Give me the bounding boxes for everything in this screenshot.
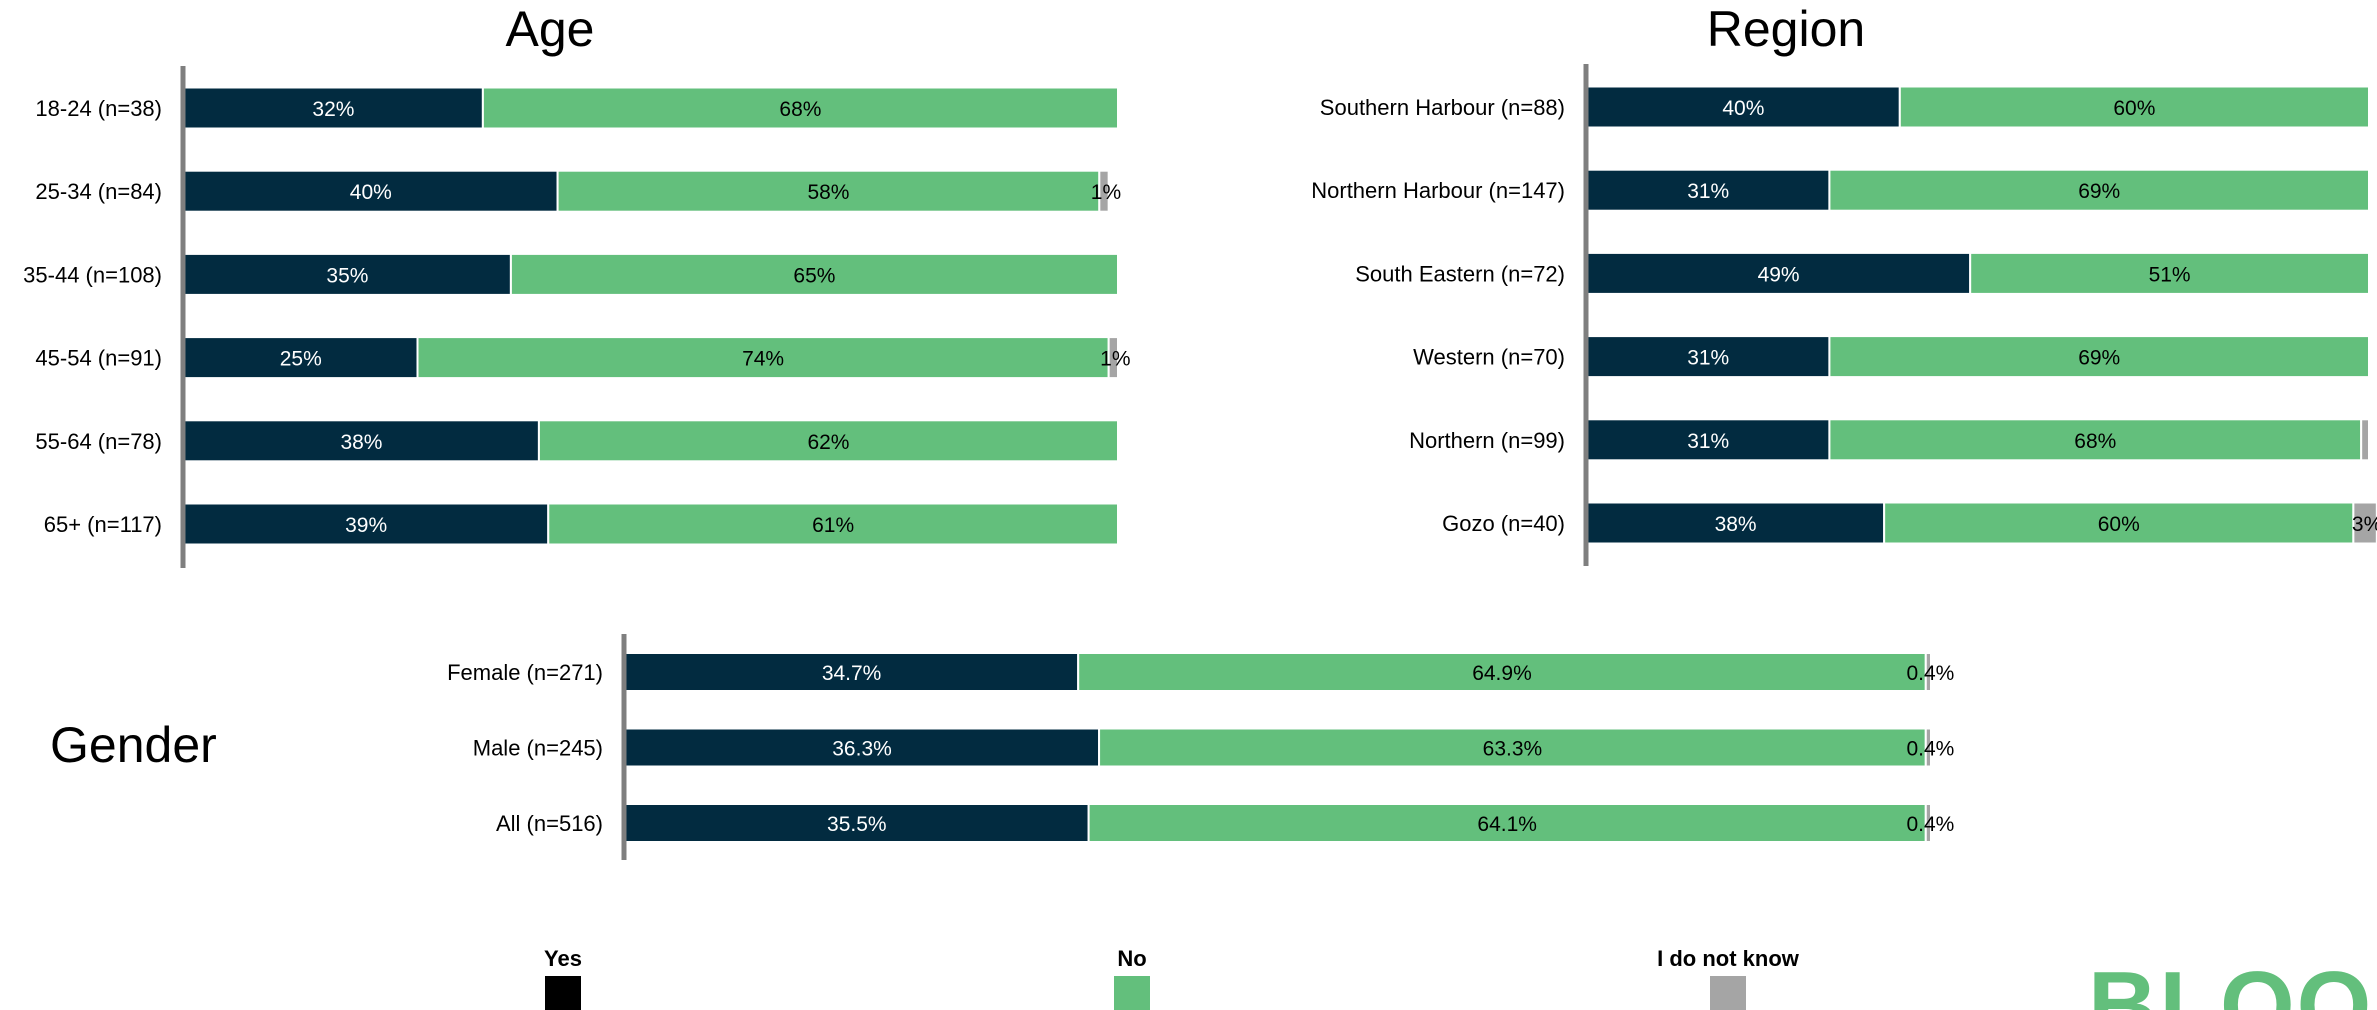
category-label: 25-34 (n=84) (35, 179, 162, 204)
age-chart-title: Age (506, 1, 595, 57)
bar-no-northern-harbour (1828, 168, 2371, 212)
data-label-no: 60% (2098, 513, 2140, 536)
data-label-yes: 34.7% (822, 662, 882, 685)
data-label-yes: 39% (345, 514, 387, 537)
category-label: Female (n=271) (447, 660, 603, 685)
bar-no-65 (547, 502, 1119, 546)
category-label: Male (n=245) (473, 736, 603, 761)
data-label-dont-know: 0.4% (1906, 662, 1954, 685)
data-label-yes: 38% (1715, 513, 1757, 536)
data-label-dont-know: 0.4% (1906, 738, 1954, 761)
data-label-no: 60% (2113, 97, 2155, 120)
bar-yes-southern-harbour (1586, 85, 1901, 129)
bar-no-gozo (1883, 501, 2355, 545)
bar-no-female (1077, 652, 1927, 692)
category-label: 18-24 (n=38) (35, 96, 162, 121)
data-label-yes: 40% (350, 181, 392, 204)
bar-yes-all (624, 803, 1090, 843)
legend-label-no: No (1117, 946, 1146, 971)
data-label-no: 64.1% (1477, 813, 1537, 836)
legend-swatch-yes (545, 976, 581, 1010)
bar-dont-know-female (1924, 652, 1933, 692)
bar-no-south-eastern (1969, 251, 2371, 295)
legend: Yes No I do not know (544, 946, 1800, 1010)
data-label-no: 68% (2074, 430, 2116, 453)
age-chart: Age 18-24 (n=38) 32% 68% 25-34 (n=84) 40% 58% 1… (23, 1, 1131, 568)
gender-chart: Gender Female (n=271) 34.7% 64.9% 0.4% Male (… (50, 634, 1954, 860)
bar-no-northern (1828, 418, 2363, 462)
category-label: 35-44 (n=108) (23, 262, 162, 287)
bar-yes-western (1586, 335, 1831, 379)
data-label-no: 51% (2149, 263, 2191, 286)
bar-dont-know-45-54 (1107, 336, 1120, 380)
bar-dont-know-25-34 (1098, 169, 1110, 213)
category-label: South Eastern (n=72) (1355, 261, 1565, 286)
legend-label-yes: Yes (544, 946, 582, 971)
bar-dont-know-northern (2360, 418, 2370, 462)
data-label-no: 62% (807, 431, 849, 454)
bar-yes-female (624, 652, 1080, 692)
legend-label-dont-know: I do not know (1657, 946, 1800, 971)
category-label: Gozo (n=40) (1442, 511, 1565, 536)
bar-yes-65 (183, 502, 550, 546)
data-label-dont-know: 1% (1091, 181, 1121, 204)
data-label-yes: 31% (1687, 180, 1729, 203)
bar-no-45-54 (416, 336, 1110, 380)
data-label-yes: 31% (1687, 430, 1729, 453)
bar-no-southern-harbour (1898, 85, 2371, 129)
data-label-no: 65% (793, 264, 835, 287)
bar-no-35-44 (509, 252, 1119, 296)
data-label-yes: 35.5% (827, 813, 887, 836)
data-label-no: 63.3% (1483, 738, 1543, 761)
category-label: Western (n=70) (1413, 345, 1565, 370)
bar-yes-45-54 (183, 336, 419, 380)
bar-dont-know-all (1924, 803, 1933, 843)
region-chart-title: Region (1707, 1, 1865, 57)
bloom-logo-text: BLOOM (2088, 952, 2377, 1010)
bar-no-male (1098, 727, 1927, 768)
category-label: All (n=516) (496, 811, 603, 836)
data-label-dont-know: 1% (1100, 348, 1130, 371)
category-label: 45-54 (n=91) (35, 346, 162, 371)
bar-yes-northern (1586, 418, 1831, 462)
bar-yes-male (624, 727, 1101, 768)
category-label: 55-64 (n=78) (35, 429, 162, 454)
data-label-yes: 25% (280, 348, 322, 371)
bar-yes-35-44 (183, 252, 512, 296)
category-label: Northern Harbour (n=147) (1311, 178, 1565, 203)
data-label-no: 61% (812, 514, 854, 537)
data-label-yes: 31% (1687, 347, 1729, 370)
bar-yes-25-34 (183, 169, 559, 213)
data-label-no: 74% (742, 348, 784, 371)
gender-chart-title: Gender (50, 717, 217, 773)
category-label: 65+ (n=117) (44, 512, 162, 537)
bar-no-western (1828, 335, 2371, 379)
data-label-yes: 40% (1722, 97, 1764, 120)
data-label-no: 68% (779, 98, 821, 121)
data-label-yes: 49% (1758, 263, 1800, 286)
bar-dont-know-male (1924, 727, 1933, 768)
data-label-dont-know: 3% (2352, 513, 2377, 536)
category-label: Southern Harbour (n=88) (1320, 95, 1565, 120)
data-label-yes: 36.3% (832, 738, 892, 761)
legend-swatch-dont-know (1710, 976, 1746, 1010)
data-label-no: 69% (2078, 180, 2120, 203)
data-label-no: 64.9% (1472, 662, 1532, 685)
data-label-yes: 35% (326, 264, 368, 287)
region-chart: Region Southern Harbour (n=88) 40% 60% North… (1311, 1, 2377, 566)
bar-no-55-64 (537, 419, 1119, 463)
category-label: Northern (n=99) (1409, 428, 1565, 453)
bar-no-18-24 (481, 86, 1119, 130)
data-label-yes: 38% (340, 431, 382, 454)
bloom-logo: BLOOM (2088, 952, 2377, 1010)
data-label-dont-know: 0.4% (1906, 813, 1954, 836)
legend-swatch-no (1114, 976, 1150, 1010)
data-label-no: 69% (2078, 347, 2120, 370)
data-label-yes: 32% (312, 98, 354, 121)
data-label-no: 58% (807, 181, 849, 204)
